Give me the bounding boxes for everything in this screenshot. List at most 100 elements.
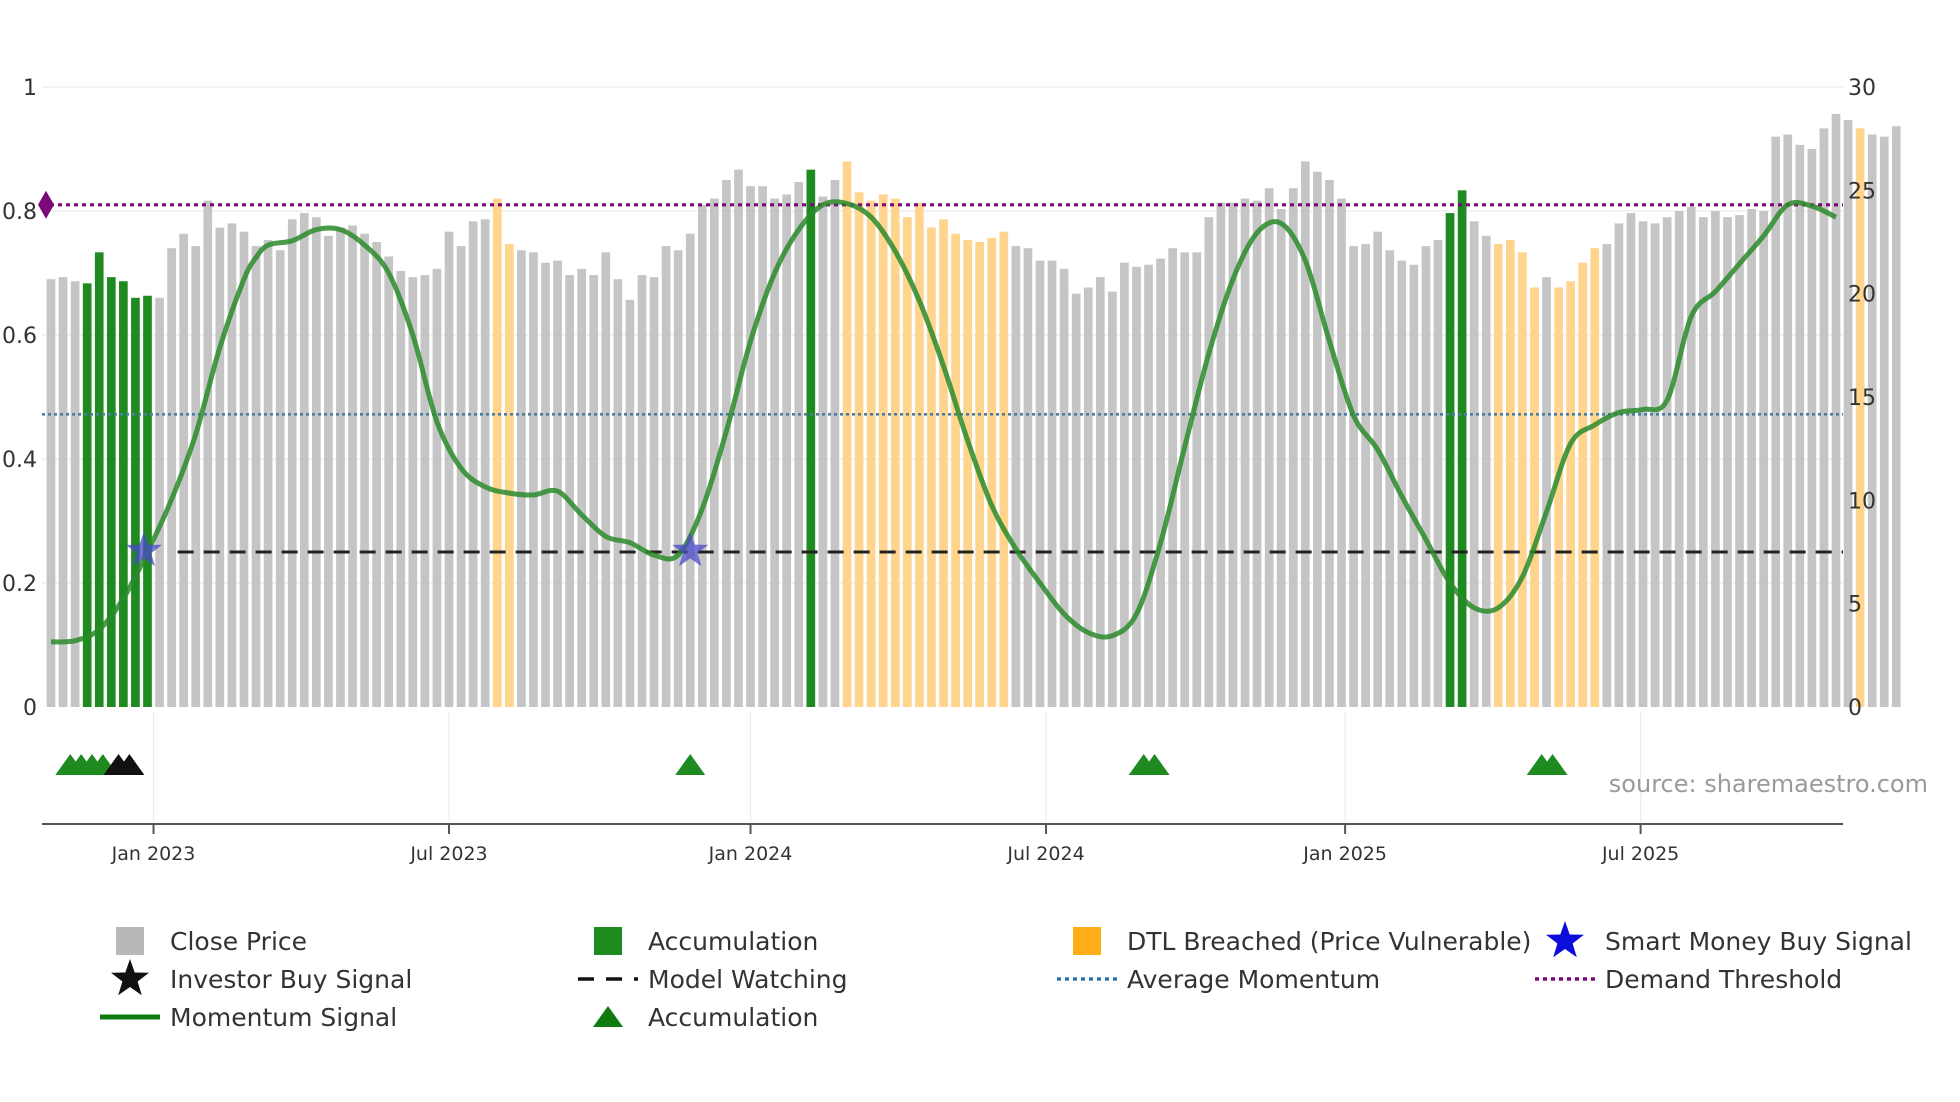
close-price-bar bbox=[1144, 264, 1153, 707]
close-price-bar bbox=[1650, 223, 1660, 707]
close-price-bar bbox=[299, 213, 309, 708]
close-price-bar bbox=[1204, 217, 1214, 707]
legend-item: Average Momentum bbox=[1057, 965, 1380, 994]
dtl-breached-bar bbox=[927, 227, 936, 708]
close-price-bar bbox=[1831, 113, 1841, 707]
close-price-bar bbox=[287, 219, 297, 707]
dtl-breached-bar bbox=[963, 239, 972, 707]
close-price-bar bbox=[336, 227, 345, 708]
left-axis-tick-label: 0.6 bbox=[2, 324, 37, 349]
legend-label: DTL Breached (Price Vulnerable) bbox=[1127, 927, 1531, 956]
close-price-bar bbox=[1662, 217, 1672, 707]
dtl-breached-bar bbox=[1506, 239, 1515, 707]
left-axis-tick-label: 0.2 bbox=[2, 572, 37, 597]
left-axis-tick-label: 0 bbox=[23, 696, 37, 721]
close-price-bar bbox=[1614, 223, 1624, 707]
close-price-bar bbox=[589, 275, 599, 707]
dtl-breached-bar bbox=[890, 198, 900, 707]
left-axis-tick-label: 1 bbox=[23, 76, 37, 101]
close-price-bar bbox=[227, 223, 237, 707]
close-price-bar bbox=[673, 250, 683, 707]
close-price-bar bbox=[1481, 235, 1491, 708]
close-price-bar bbox=[1626, 213, 1636, 708]
x-axis-tick-label: Jul 2023 bbox=[409, 843, 487, 865]
close-price-bar bbox=[191, 246, 201, 707]
close-price-bar bbox=[601, 252, 611, 708]
legend-label: Investor Buy Signal bbox=[170, 965, 412, 994]
close-price-bar bbox=[1192, 252, 1202, 708]
x-axis-tick-label: Jul 2024 bbox=[1006, 843, 1084, 865]
close-price-bar bbox=[637, 275, 647, 707]
close-price-bar bbox=[444, 231, 454, 707]
price-bars bbox=[46, 113, 1901, 708]
dtl-breached-bar bbox=[1518, 252, 1527, 708]
close-price-bar bbox=[1674, 211, 1684, 707]
close-price-bar bbox=[167, 248, 176, 707]
close-price-bar bbox=[1011, 246, 1021, 707]
accumulation-bar bbox=[1457, 190, 1467, 708]
dtl-breached-bar bbox=[1578, 262, 1588, 707]
legend-item: Smart Money Buy Signal bbox=[1546, 921, 1912, 958]
close-price-bar bbox=[1349, 246, 1358, 707]
legend-star-swatch bbox=[111, 959, 149, 996]
close-price-bar bbox=[1891, 126, 1901, 708]
reference-lines bbox=[38, 190, 1843, 554]
accumulation-bar bbox=[1445, 213, 1455, 708]
accumulation-bar bbox=[82, 283, 92, 707]
left-axis-tick-label: 0.8 bbox=[2, 200, 37, 225]
accumulation-triangle bbox=[1139, 754, 1170, 775]
legend-label: Accumulation bbox=[648, 927, 818, 956]
legend: Close Price Accumulation DTL Breached (Pri… bbox=[100, 921, 1912, 1032]
close-price-bar bbox=[396, 270, 406, 707]
close-price-bar bbox=[625, 299, 635, 707]
close-price-bar bbox=[529, 252, 538, 708]
dtl-breached-bar bbox=[1566, 281, 1576, 707]
accumulation-bar bbox=[94, 252, 104, 708]
dtl-breached-bar bbox=[902, 217, 912, 707]
left-y-axis: 0 0.2 0.4 0.6 0.8 1 bbox=[2, 76, 37, 721]
close-price-bar bbox=[456, 246, 466, 707]
right-axis-tick-label: 25 bbox=[1848, 179, 1876, 204]
close-price-bar bbox=[58, 277, 68, 707]
dtl-breached-bar bbox=[854, 192, 864, 707]
close-price-bar bbox=[1686, 206, 1696, 707]
investor-buy-triangle bbox=[114, 754, 145, 775]
close-price-bar bbox=[1035, 260, 1045, 707]
close-price-bar bbox=[46, 279, 56, 707]
close-price-bar bbox=[1638, 221, 1648, 708]
close-price-bar bbox=[697, 204, 707, 708]
demand-threshold-marker bbox=[38, 190, 54, 219]
legend-item: Demand Threshold bbox=[1535, 965, 1842, 994]
x-axis-tick-label: Jul 2025 bbox=[1601, 843, 1679, 865]
close-price-bar bbox=[1711, 211, 1720, 707]
right-axis-tick-label: 20 bbox=[1848, 283, 1876, 308]
smart-money-signals bbox=[125, 531, 709, 567]
close-price-bar bbox=[324, 235, 333, 708]
close-price-bar bbox=[782, 194, 792, 707]
close-price-bar bbox=[1180, 252, 1190, 708]
close-price-bar bbox=[215, 227, 225, 708]
close-price-bar bbox=[1385, 250, 1395, 707]
dtl-breached-bar bbox=[1590, 248, 1600, 707]
legend-label: Close Price bbox=[170, 927, 307, 956]
signal-markers-panel bbox=[55, 754, 1568, 775]
close-price-bar bbox=[1602, 244, 1612, 708]
close-price-bar bbox=[1469, 221, 1479, 708]
close-price-bar bbox=[1747, 208, 1756, 707]
close-price-bar bbox=[1397, 260, 1407, 707]
right-axis-tick-label: 15 bbox=[1848, 386, 1876, 411]
legend-item: Momentum Signal bbox=[100, 1003, 397, 1032]
accumulation-triangle bbox=[1537, 754, 1568, 775]
close-price-bar bbox=[1059, 268, 1069, 707]
right-axis-tick-label: 5 bbox=[1848, 593, 1862, 618]
close-price-bar bbox=[348, 225, 357, 707]
left-axis-tick-label: 0.4 bbox=[2, 448, 37, 473]
close-price-bar bbox=[613, 279, 623, 707]
close-price-bar bbox=[1252, 200, 1262, 707]
smart-money-buy-star bbox=[125, 531, 162, 567]
close-price-bar bbox=[661, 246, 671, 707]
close-price-bar bbox=[1879, 136, 1889, 708]
close-price-bar bbox=[1807, 149, 1817, 707]
close-price-bar bbox=[1409, 264, 1419, 707]
close-price-bar bbox=[1264, 188, 1274, 707]
